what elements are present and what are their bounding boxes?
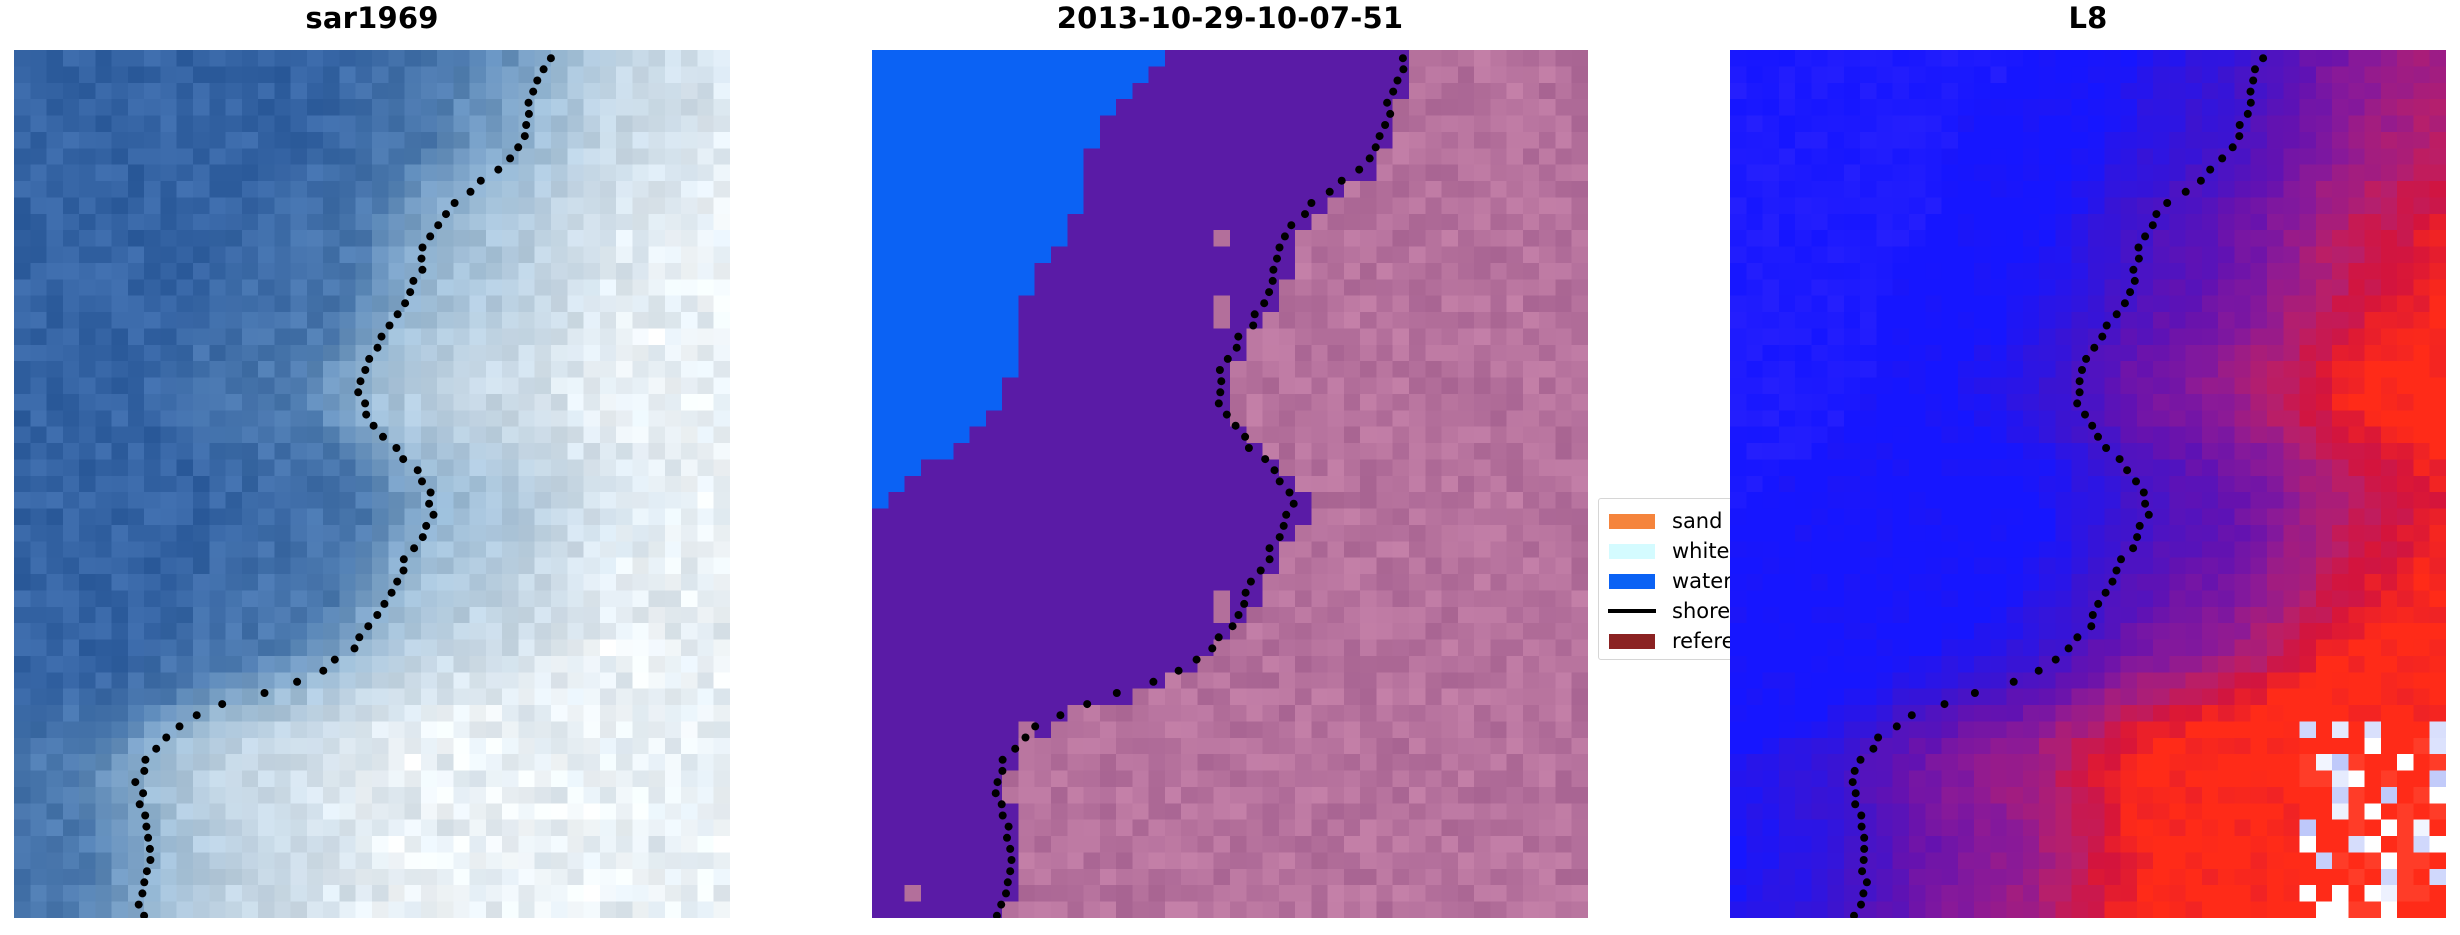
legend-swatch-whitewater [1608, 542, 1656, 560]
legend-item-water: water [1608, 566, 1778, 596]
panel-image-sar1969 [14, 50, 730, 918]
legend-item-sand: sand [1608, 506, 1778, 536]
legend-label-water: water [1672, 568, 1732, 593]
panel-image-l8 [1730, 50, 2446, 918]
panel-image-classified [872, 50, 1588, 918]
legend-label-sand: sand [1672, 508, 1723, 533]
panel-classified: 2013-10-29-10-07-51 [872, 0, 1588, 918]
panel-title-l8: L8 [2068, 1, 2108, 35]
panel-title-classified: 2013-10-29-10-07-51 [1056, 1, 1404, 35]
panel-title-sar1969: sar1969 [305, 1, 439, 35]
legend-swatch-shoreline [1608, 609, 1656, 613]
legend-swatch-water [1608, 572, 1656, 590]
legend-swatch-sand [1608, 512, 1656, 530]
panel-sar1969: sar1969 [14, 0, 730, 918]
panel-l8: L8 [1730, 0, 2446, 918]
legend-swatch-reference-shoreline [1608, 632, 1656, 650]
